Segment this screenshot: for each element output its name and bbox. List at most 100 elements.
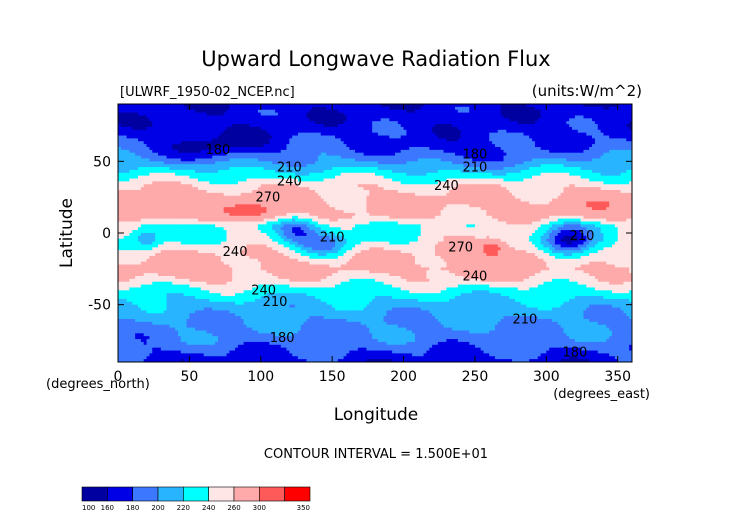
heatmap-cell bbox=[212, 129, 216, 134]
heatmap-cell bbox=[275, 132, 279, 137]
heatmap-cell bbox=[255, 129, 259, 134]
heatmap-cell bbox=[292, 121, 296, 125]
heatmap-cell bbox=[303, 109, 308, 114]
heatmap-cell bbox=[160, 104, 165, 108]
heatmap-cell bbox=[457, 129, 462, 134]
heatmap-cell bbox=[306, 138, 310, 142]
heatmap-cell bbox=[589, 121, 593, 125]
heatmap-cell bbox=[180, 138, 185, 142]
heatmap-cell bbox=[597, 121, 602, 125]
heatmap-cell bbox=[526, 121, 530, 125]
heatmap-cell bbox=[426, 129, 430, 134]
heatmap-cell bbox=[609, 118, 613, 122]
heatmap-cell bbox=[623, 109, 627, 114]
heatmap-cell bbox=[517, 126, 522, 131]
heatmap-cell bbox=[486, 104, 490, 108]
heatmap-cell bbox=[549, 118, 553, 122]
heatmap-cell bbox=[226, 115, 230, 119]
heatmap-cell bbox=[306, 109, 310, 114]
heatmap-cell bbox=[443, 132, 447, 137]
heatmap-cell bbox=[157, 124, 162, 128]
heatmap-cell bbox=[372, 126, 376, 131]
heatmap-cell bbox=[175, 106, 179, 111]
heatmap-cell bbox=[397, 129, 402, 134]
heatmap-cell bbox=[620, 129, 625, 134]
heatmap-cell bbox=[377, 135, 382, 139]
heatmap-cell bbox=[586, 135, 590, 139]
heatmap-cell bbox=[457, 121, 462, 125]
heatmap-cell bbox=[317, 132, 322, 137]
heatmap-cell bbox=[380, 115, 385, 119]
heatmap-cell bbox=[397, 118, 402, 122]
heatmap-cell bbox=[600, 109, 605, 114]
heatmap-cell bbox=[286, 112, 290, 117]
heatmap-cell bbox=[569, 129, 573, 134]
heatmap-cell bbox=[434, 126, 439, 131]
heatmap-cell bbox=[137, 138, 142, 142]
heatmap-cell bbox=[403, 118, 408, 122]
heatmap-cell bbox=[597, 124, 602, 128]
heatmap-cell bbox=[514, 121, 519, 125]
heatmap-cell bbox=[406, 115, 410, 119]
heatmap-cell bbox=[226, 138, 230, 142]
heatmap-cell bbox=[577, 118, 582, 122]
heatmap-cell bbox=[257, 112, 262, 117]
heatmap-cell bbox=[123, 124, 128, 128]
heatmap-cell bbox=[454, 138, 459, 142]
heatmap-cell bbox=[129, 121, 133, 125]
heatmap-cell bbox=[277, 124, 282, 128]
heatmap-cell bbox=[594, 121, 599, 125]
heatmap-cell bbox=[629, 132, 632, 137]
heatmap-cell bbox=[546, 115, 550, 119]
heatmap-cell bbox=[414, 118, 419, 122]
heatmap-cell bbox=[409, 132, 413, 137]
heatmap-cell bbox=[169, 109, 173, 114]
heatmap-cell bbox=[434, 115, 439, 119]
heatmap-cell bbox=[523, 104, 527, 108]
heatmap-cell bbox=[412, 115, 416, 119]
heatmap-cell bbox=[326, 126, 330, 131]
heatmap-cell bbox=[557, 109, 562, 114]
heatmap-cell bbox=[594, 109, 599, 114]
heatmap-cell bbox=[432, 129, 436, 134]
heatmap-cell bbox=[189, 118, 193, 122]
heatmap-cell bbox=[514, 138, 519, 142]
heatmap-cell bbox=[257, 106, 262, 111]
heatmap-cell bbox=[446, 135, 450, 139]
heatmap-cell bbox=[337, 106, 342, 111]
heatmap-cell bbox=[206, 106, 210, 111]
heatmap-cell bbox=[440, 106, 445, 111]
heatmap-cell bbox=[195, 132, 199, 137]
heatmap-cell bbox=[349, 124, 353, 128]
heatmap-cell bbox=[249, 132, 253, 137]
heatmap-cell bbox=[497, 132, 502, 137]
heatmap-cell bbox=[469, 135, 473, 139]
heatmap-cell bbox=[217, 121, 222, 125]
heatmap-cell bbox=[175, 115, 179, 119]
heatmap-cell bbox=[520, 135, 525, 139]
heatmap-cell bbox=[534, 118, 539, 122]
heatmap-cell bbox=[380, 132, 385, 137]
heatmap-cell bbox=[209, 135, 213, 139]
heatmap-cell bbox=[543, 121, 547, 125]
heatmap-cell bbox=[412, 106, 416, 111]
heatmap-cell bbox=[440, 124, 445, 128]
heatmap-cell bbox=[160, 138, 165, 142]
heatmap-cell bbox=[532, 109, 536, 114]
heatmap-cell bbox=[549, 129, 553, 134]
heatmap-cell bbox=[477, 106, 482, 111]
heatmap-cell bbox=[149, 104, 153, 108]
heatmap-cell bbox=[120, 109, 125, 114]
heatmap-cell bbox=[500, 135, 505, 139]
heatmap-cell bbox=[183, 132, 188, 137]
heatmap-cell bbox=[232, 138, 236, 142]
heatmap-cell bbox=[472, 135, 476, 139]
heatmap-cell bbox=[212, 106, 216, 111]
heatmap-cell bbox=[372, 109, 376, 114]
heatmap-cell bbox=[377, 121, 382, 125]
heatmap-cell bbox=[269, 124, 273, 128]
heatmap-cell bbox=[123, 132, 128, 137]
heatmap-cell bbox=[612, 126, 616, 131]
heatmap-cell bbox=[363, 121, 368, 125]
heatmap-cell bbox=[480, 112, 485, 117]
